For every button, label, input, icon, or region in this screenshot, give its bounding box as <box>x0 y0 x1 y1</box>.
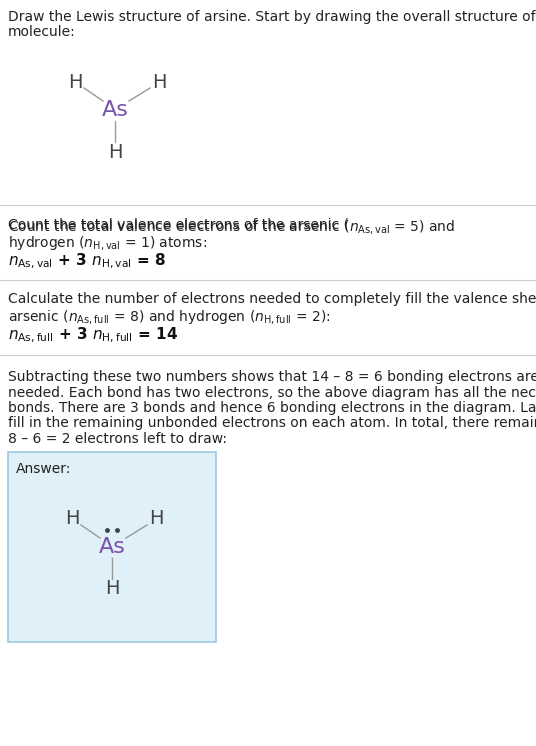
Text: fill in the remaining unbonded electrons on each atom. In total, there remain: fill in the remaining unbonded electrons… <box>8 416 536 430</box>
Text: hydrogen ($n_\mathrm{H,val}$ = 1) atoms:: hydrogen ($n_\mathrm{H,val}$ = 1) atoms: <box>8 234 207 252</box>
Text: arsenic ($n_\mathrm{As,full}$ = 8) and hydrogen ($n_\mathrm{H,full}$ = 2):: arsenic ($n_\mathrm{As,full}$ = 8) and h… <box>8 308 331 326</box>
Text: Count the total valence electrons of the arsenic (: Count the total valence electrons of the… <box>8 218 352 232</box>
Text: $n_\mathrm{As,full}$ + 3 $n_\mathrm{H,full}$ = 14: $n_\mathrm{As,full}$ + 3 $n_\mathrm{H,fu… <box>8 326 178 345</box>
Text: Calculate the number of electrons needed to completely fill the valence shells f: Calculate the number of electrons needed… <box>8 292 536 306</box>
Text: 8 – 6 = 2 electrons left to draw:: 8 – 6 = 2 electrons left to draw: <box>8 432 227 446</box>
Text: Draw the Lewis structure of arsine. Start by drawing the overall structure of th: Draw the Lewis structure of arsine. Star… <box>8 10 536 24</box>
Text: H: H <box>105 580 119 598</box>
Text: H: H <box>152 72 166 92</box>
Text: needed. Each bond has two electrons, so the above diagram has all the necessary: needed. Each bond has two electrons, so … <box>8 386 536 400</box>
Text: bonds. There are 3 bonds and hence 6 bonding electrons in the diagram. Lastly,: bonds. There are 3 bonds and hence 6 bon… <box>8 401 536 415</box>
Text: H: H <box>68 72 82 92</box>
Text: H: H <box>108 142 122 161</box>
Text: $n_\mathrm{As,val}$ + 3 $n_\mathrm{H,val}$ = 8: $n_\mathrm{As,val}$ + 3 $n_\mathrm{H,val… <box>8 252 166 272</box>
Text: H: H <box>149 510 163 528</box>
Bar <box>8 452 216 642</box>
Text: molecule:: molecule: <box>8 25 76 39</box>
Text: As: As <box>99 537 125 557</box>
Text: Count the total valence electrons of the arsenic ($n_\mathrm{As,val}$ = 5) and: Count the total valence electrons of the… <box>8 218 455 236</box>
Text: Subtracting these two numbers shows that 14 – 8 = 6 bonding electrons are: Subtracting these two numbers shows that… <box>8 370 536 384</box>
Text: H: H <box>65 510 79 528</box>
Text: Answer:: Answer: <box>16 462 71 476</box>
Text: As: As <box>101 100 129 120</box>
